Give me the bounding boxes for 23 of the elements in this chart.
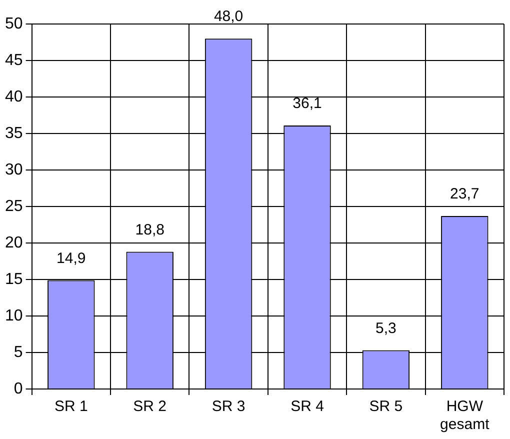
data-label: 36,1 xyxy=(292,95,322,112)
x-tick-label: HGW gesamt xyxy=(440,398,490,434)
y-tick-label: 5 xyxy=(14,344,23,361)
x-tick-label: SR 3 xyxy=(212,398,246,416)
y-tick-label: 30 xyxy=(5,161,23,178)
y-tick-label: 50 xyxy=(5,15,23,32)
data-label: 23,7 xyxy=(450,186,480,203)
y-tick-label: 45 xyxy=(5,52,23,69)
x-tick-label: SR 5 xyxy=(369,398,403,416)
data-label: 18,8 xyxy=(135,221,164,238)
x-tick-label: SR 4 xyxy=(290,398,324,416)
data-label: 48,0 xyxy=(214,8,244,26)
data-label: 14,9 xyxy=(56,250,86,267)
y-tick-label: 35 xyxy=(5,124,23,142)
y-tick-label: 25 xyxy=(5,198,23,215)
y-tick-label: 10 xyxy=(5,307,23,324)
y-tick-label: 40 xyxy=(5,88,23,106)
data-label: 5,3 xyxy=(376,320,396,337)
y-tick-label: 0 xyxy=(14,380,23,398)
x-tick-label: SR 1 xyxy=(54,398,88,416)
x-tick-label: SR 2 xyxy=(133,398,167,416)
y-tick-label: 20 xyxy=(5,234,23,252)
y-tick-label: 15 xyxy=(5,270,23,288)
